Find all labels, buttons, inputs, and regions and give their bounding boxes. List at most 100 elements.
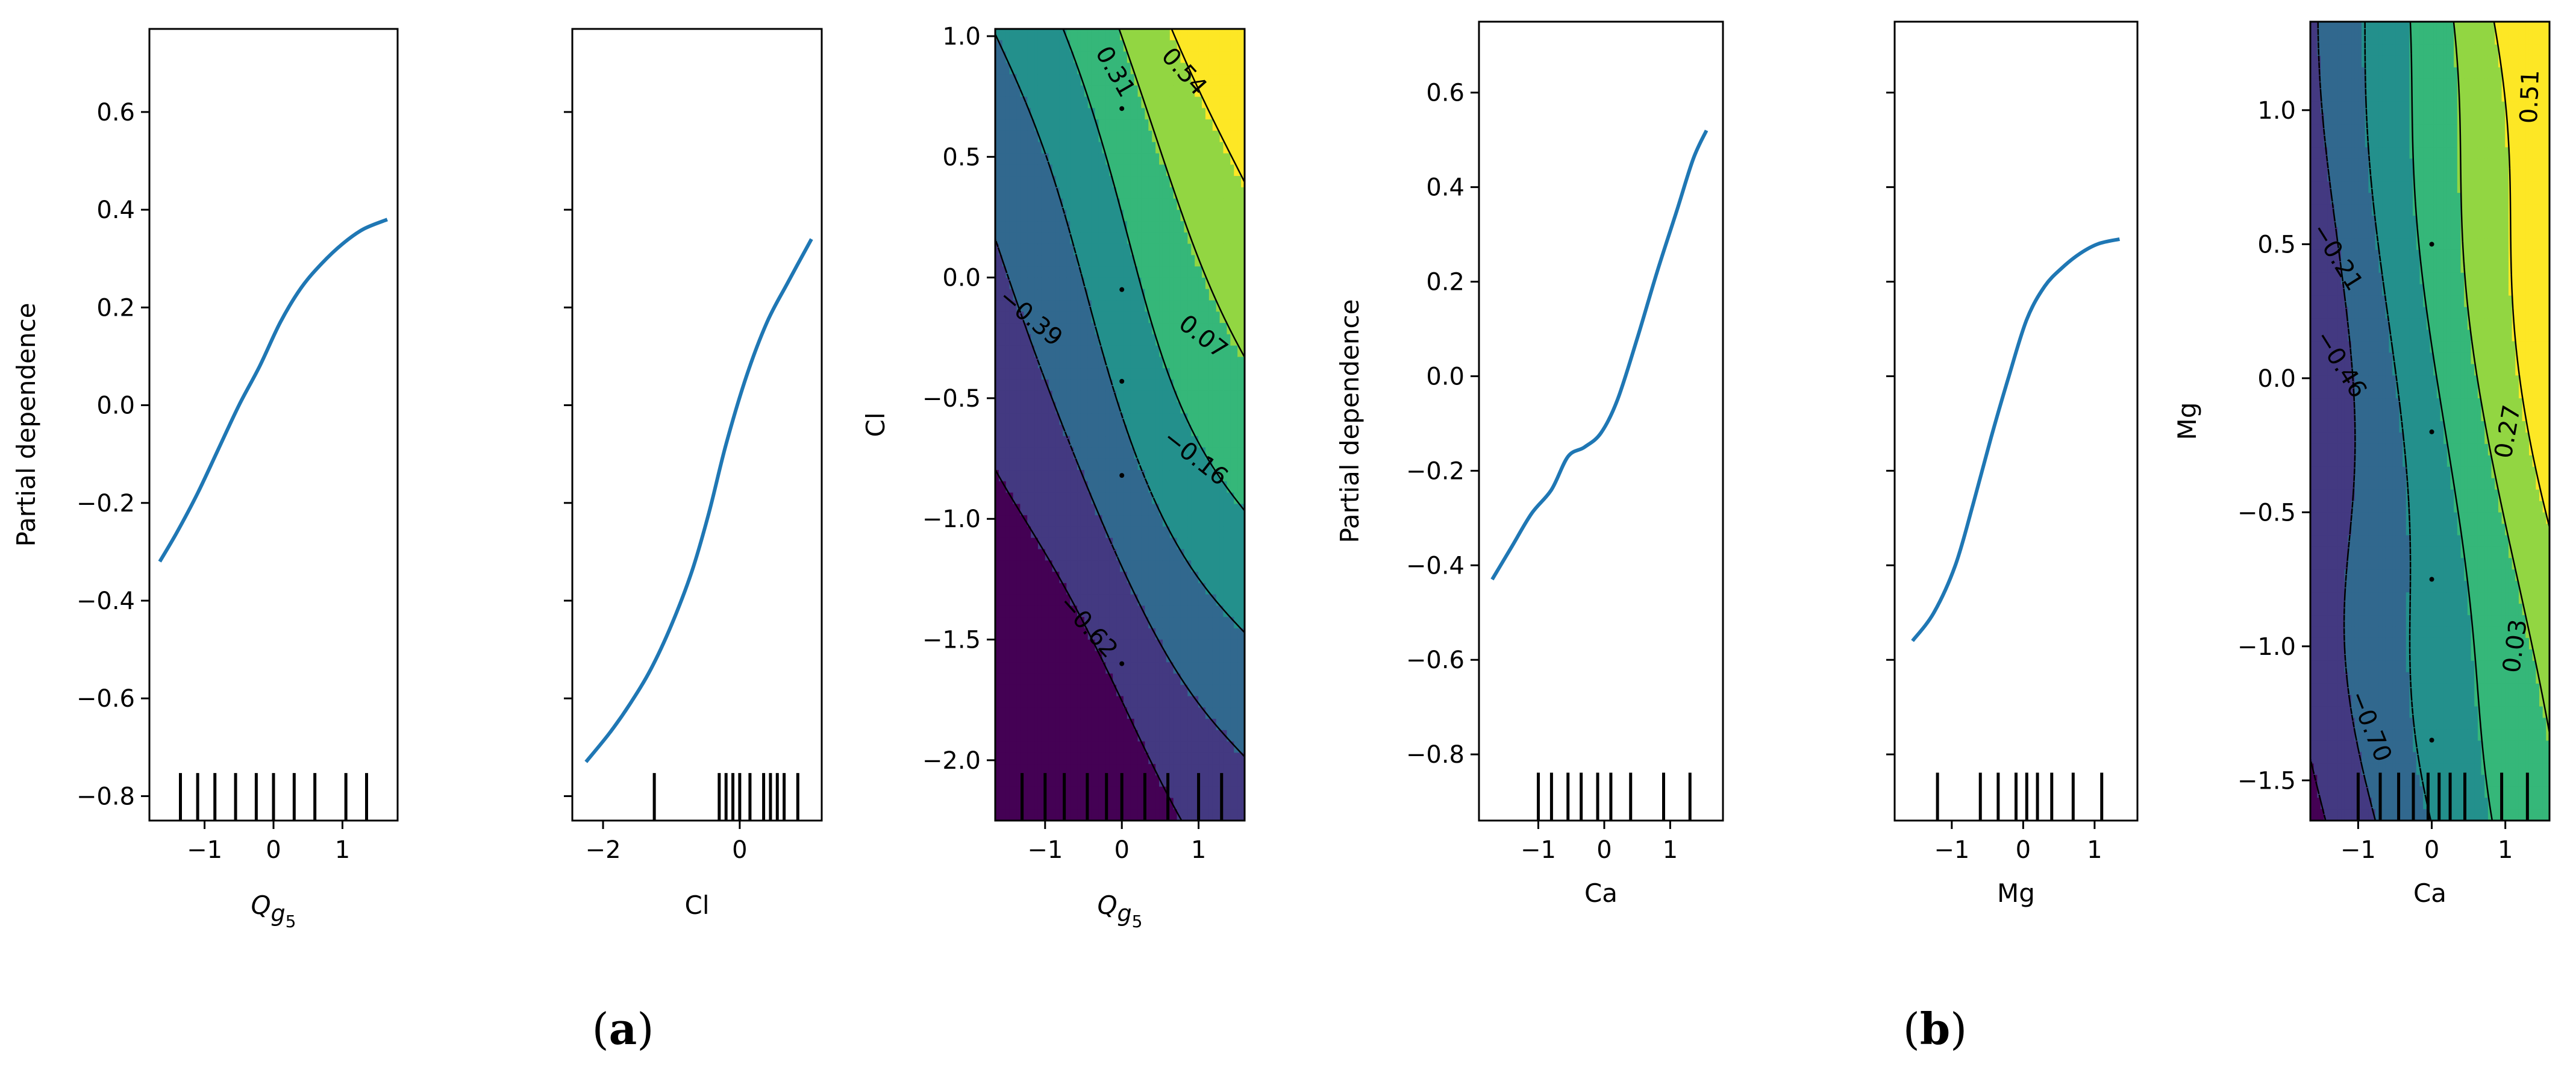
contour-cell (1127, 605, 1131, 618)
contour-cell (1180, 187, 1185, 199)
contour-cell (1091, 537, 1096, 550)
contour-cell (1105, 436, 1110, 448)
contour-cell (1187, 481, 1192, 493)
contour-cell (1037, 198, 1042, 211)
contour-cell (1141, 51, 1146, 64)
contour-cell (1208, 210, 1213, 222)
contour-cell (1152, 572, 1156, 584)
contour-cell (1102, 594, 1107, 607)
contour-cell (1237, 492, 1242, 505)
contour-cell (1091, 187, 1096, 199)
contour-cell (1223, 368, 1228, 380)
contour-cell (1234, 63, 1238, 75)
contour-cell (1074, 108, 1078, 120)
contour-cell (1123, 402, 1128, 414)
contour-cell (1109, 526, 1113, 539)
contour-cell (1216, 51, 1221, 64)
contour-cell (1205, 639, 1210, 652)
contour-cell (1027, 130, 1031, 143)
contour-cell (1080, 504, 1085, 516)
contour-cell (1195, 549, 1199, 562)
contour-cell (1123, 786, 1128, 799)
contour-cell (1205, 730, 1210, 742)
contour-cell (995, 153, 999, 166)
contour-cell (1169, 130, 1174, 143)
contour-cell (1020, 345, 1025, 358)
contour-cell (1130, 786, 1135, 799)
contour-cell (1169, 368, 1174, 380)
contour-cell (1145, 63, 1149, 75)
contour-cell (1087, 639, 1092, 652)
contour-cell (1216, 119, 1221, 131)
contour-cell (1009, 651, 1014, 663)
contour-cell (1055, 176, 1060, 188)
contour-cell (1234, 413, 1238, 425)
contour-cell (1234, 300, 1238, 313)
contour-cell (1087, 153, 1092, 166)
contour-cell (1109, 255, 1113, 267)
contour-cell (1227, 334, 1231, 346)
contour-cell (1027, 85, 1031, 98)
contour-cell (1141, 334, 1146, 346)
contour-cell (1162, 164, 1167, 177)
contour-cell (1227, 164, 1231, 177)
contour-cell (1230, 74, 1235, 86)
contour-cell (1195, 481, 1199, 493)
contour-cell (1020, 425, 1025, 437)
contour-cell (1127, 662, 1131, 674)
contour-cell (1212, 402, 1217, 414)
contour-cell (1005, 221, 1010, 233)
contour-cell (1155, 85, 1160, 98)
contour-cell (1166, 560, 1171, 572)
contour-cell (1109, 176, 1113, 188)
contour-cell (1037, 232, 1042, 245)
contour-cell (998, 447, 1003, 460)
contour-cell (1223, 221, 1228, 233)
contour-cell (1016, 277, 1021, 290)
contour-cell (1098, 187, 1103, 199)
contour-cell (1041, 730, 1046, 742)
contour-cell (1219, 96, 1224, 109)
contour-cell (1005, 40, 1010, 52)
contour-cell (1145, 357, 1149, 369)
contour-cell (1173, 470, 1178, 482)
contour-cell (1095, 40, 1099, 52)
contour-cell (1045, 560, 1049, 572)
contour-cell (1024, 198, 1028, 211)
contour-cell (1077, 345, 1081, 358)
contour-cell (1230, 232, 1235, 245)
contour-cell (1173, 289, 1178, 301)
contour-cell (1208, 266, 1213, 278)
contour-cell (1120, 549, 1124, 562)
contour-cell (1123, 176, 1128, 188)
contour-cell (1037, 764, 1042, 776)
axes-frame (994, 28, 1246, 822)
contour-cell (1202, 153, 1206, 166)
contour-cell (1066, 583, 1071, 595)
contour-cell (1187, 719, 1192, 731)
contour-cell (1180, 775, 1185, 787)
contour-cell (1191, 96, 1195, 109)
contour-cell (1091, 300, 1096, 313)
contour-cell (1123, 583, 1128, 595)
contour-cell (1120, 130, 1124, 143)
contour-cell (1191, 628, 1195, 640)
contour-cell (1198, 628, 1202, 640)
contour-cell (1105, 96, 1110, 109)
contour-cell (1059, 583, 1064, 595)
contour-cell (1202, 402, 1206, 414)
contour-cell (1227, 572, 1231, 584)
contour-cell (1005, 368, 1010, 380)
contour-cell (1169, 300, 1174, 313)
contour-cell (1024, 29, 1028, 41)
contour-cell (1120, 323, 1124, 335)
contour-cell (1084, 515, 1089, 527)
contour-cell (1091, 289, 1096, 301)
contour-cell (1237, 504, 1242, 516)
contour-cell (1074, 153, 1078, 166)
contour-cell (1212, 572, 1217, 584)
contour-cell (1102, 334, 1107, 346)
contour-cell (1159, 583, 1163, 595)
contour-cell (1227, 696, 1231, 709)
contour-cell (1091, 402, 1096, 414)
